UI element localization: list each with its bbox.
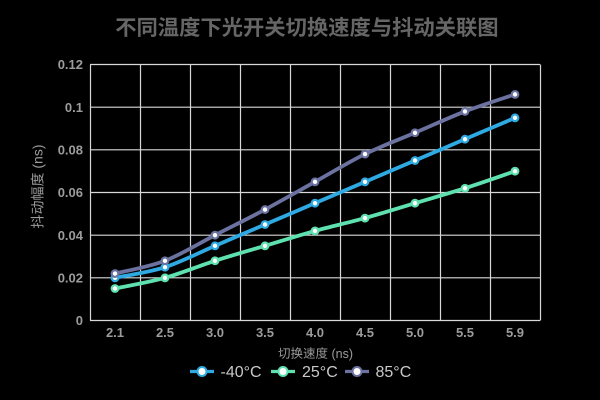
svg-text:0.08: 0.08 (58, 142, 83, 157)
svg-text:0.02: 0.02 (58, 270, 83, 285)
svg-text:5.5: 5.5 (456, 325, 474, 340)
svg-text:5.0: 5.0 (406, 325, 424, 340)
svg-text:0.1: 0.1 (65, 100, 83, 115)
svg-text:0: 0 (76, 313, 83, 328)
svg-text:85°C: 85°C (376, 364, 412, 381)
svg-text:4.0: 4.0 (306, 325, 324, 340)
svg-text:25°C: 25°C (302, 364, 338, 381)
svg-text:-40°C: -40°C (221, 364, 262, 381)
svg-text:0.04: 0.04 (58, 228, 84, 243)
svg-text:(ns): (ns) (332, 347, 354, 361)
svg-text:3.0: 3.0 (206, 325, 224, 340)
svg-text:5.9: 5.9 (506, 325, 524, 340)
svg-text:2.1: 2.1 (106, 325, 124, 340)
svg-text:3.5: 3.5 (256, 325, 274, 340)
svg-text:2.5: 2.5 (156, 325, 174, 340)
svg-text:0.12: 0.12 (58, 57, 83, 72)
svg-text:4.5: 4.5 (356, 325, 374, 340)
svg-text:(ns): (ns) (30, 144, 46, 168)
svg-text:0.06: 0.06 (58, 185, 83, 200)
